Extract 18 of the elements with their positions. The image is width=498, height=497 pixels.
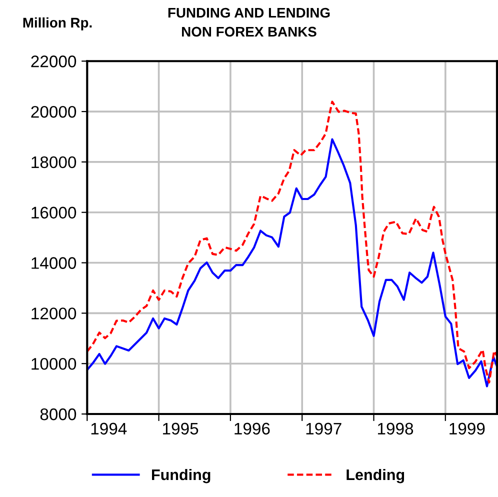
y-tick-label: 10000 bbox=[32, 358, 76, 370]
legend-label: Lending bbox=[346, 468, 404, 484]
y-tick-label: 18000 bbox=[32, 156, 76, 168]
y-tick-label: 12000 bbox=[32, 308, 76, 320]
chart-title: FUNDING AND LENDING NON FOREX BANKS bbox=[168, 8, 330, 37]
y-tick-label: 14000 bbox=[32, 257, 76, 269]
x-tick-label: 1995 bbox=[163, 422, 198, 435]
x-tick-label: 1994 bbox=[91, 422, 127, 435]
y-tick-label: 8000 bbox=[40, 408, 76, 420]
y-tick-label: 22000 bbox=[31, 56, 76, 68]
legend-label: Funding bbox=[152, 468, 210, 484]
y-axis-title: Million Rp. bbox=[23, 17, 92, 30]
x-tick-label: 1997 bbox=[306, 422, 342, 435]
y-tick-label: 20000 bbox=[31, 106, 76, 118]
y-tick-label: 16000 bbox=[32, 206, 76, 219]
x-tick-label: 1998 bbox=[378, 422, 414, 435]
x-tick-label: 1999 bbox=[450, 422, 485, 435]
x-tick-label: 1996 bbox=[234, 422, 270, 435]
